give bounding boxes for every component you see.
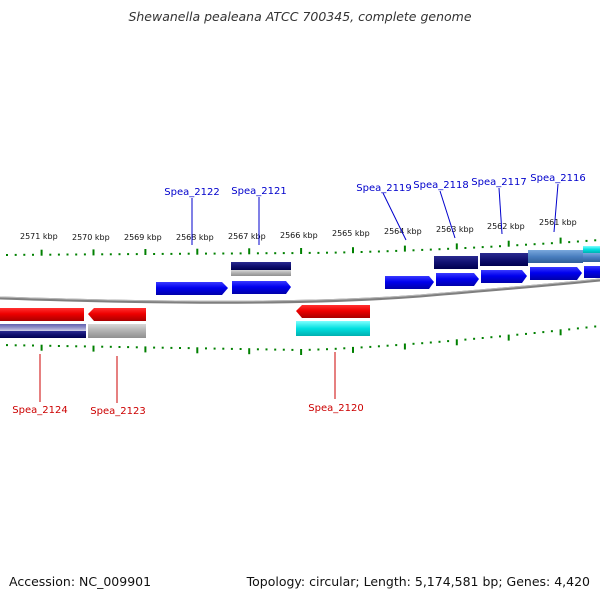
feature-block-2121 xyxy=(231,270,291,276)
gene-arrow-spea-2124[interactable] xyxy=(0,308,84,321)
scale-label: 2571 kbp xyxy=(20,232,58,241)
gene-arrow-spea-2121[interactable] xyxy=(232,281,291,294)
feature-block-next xyxy=(583,253,600,262)
scale-label: 2568 kbp xyxy=(176,233,214,242)
gene-arrow-next[interactable] xyxy=(584,266,600,278)
genome-backbone xyxy=(0,278,600,304)
feature-block-2123 xyxy=(88,324,146,338)
leader-line xyxy=(553,183,559,233)
scale-label: 2570 kbp xyxy=(72,233,110,242)
gene-label-spea-2120[interactable]: Spea_2120 xyxy=(308,403,363,414)
feature-block-2124 xyxy=(0,331,86,338)
reverse-scale-ticks xyxy=(6,325,597,355)
map-title: Shewanella pealeana ATCC 700345, complet… xyxy=(128,9,472,24)
gene-arrow-spea-2118[interactable] xyxy=(436,273,479,286)
scale-label: 2562 kbp xyxy=(487,222,525,231)
gene-label-spea-2116[interactable]: Spea_2116 xyxy=(530,173,585,184)
leader-line xyxy=(382,192,407,241)
feature-block-2116 xyxy=(528,250,583,263)
scale-label: 2561 kbp xyxy=(539,218,577,227)
gene-arrow-spea-2116[interactable] xyxy=(530,267,582,280)
leader-line xyxy=(498,187,503,235)
gene-label-spea-2117[interactable]: Spea_2117 xyxy=(471,177,526,188)
leader-line xyxy=(439,190,456,239)
scale-label: 2567 kbp xyxy=(228,232,266,241)
scale-label: 2569 kbp xyxy=(124,233,162,242)
feature-block-2124 xyxy=(0,324,86,331)
topology-summary: Topology: circular; Length: 5,174,581 bp… xyxy=(246,574,590,589)
genome-backbone-highlight xyxy=(0,278,600,302)
feature-block-next xyxy=(583,246,600,253)
forward-scale-ticks xyxy=(6,237,597,256)
feature-block-2117 xyxy=(480,253,528,266)
scale-label: 2565 kbp xyxy=(332,229,370,238)
gene-arrow-spea-2120[interactable] xyxy=(296,305,370,318)
accession-label: Accession: NC_009901 xyxy=(9,574,152,589)
gene-label-spea-2124[interactable]: Spea_2124 xyxy=(12,405,67,416)
gene-arrow-spea-2122[interactable] xyxy=(156,282,228,295)
gene-arrow-spea-2117[interactable] xyxy=(481,270,527,283)
scale-label: 2564 kbp xyxy=(384,227,422,236)
gene-label-spea-2122[interactable]: Spea_2122 xyxy=(164,187,219,198)
feature-block-2118 xyxy=(434,256,478,269)
gene-arrow-spea-2119[interactable] xyxy=(385,276,434,289)
feature-block-2120 xyxy=(296,321,370,336)
gene-label-spea-2118[interactable]: Spea_2118 xyxy=(413,180,468,191)
scale-label: 2563 kbp xyxy=(436,225,474,234)
gene-label-spea-2119[interactable]: Spea_2119 xyxy=(356,183,411,194)
gene-arrow-spea-2123[interactable] xyxy=(88,308,146,321)
feature-block-2121 xyxy=(231,262,291,270)
gene-label-spea-2121[interactable]: Spea_2121 xyxy=(231,186,286,197)
scale-label: 2566 kbp xyxy=(280,231,318,240)
gene-label-spea-2123[interactable]: Spea_2123 xyxy=(90,406,145,417)
